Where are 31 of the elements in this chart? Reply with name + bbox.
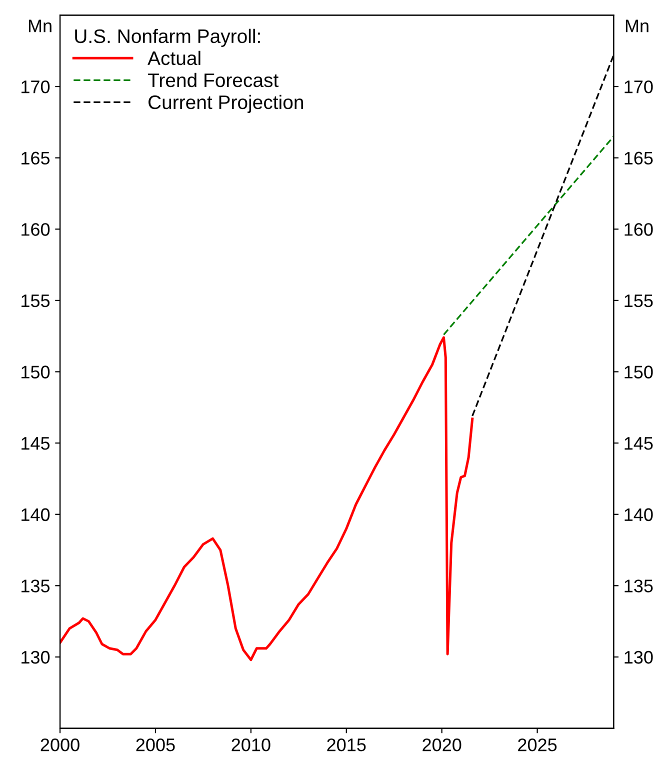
x-tick-label: 2025 (518, 738, 557, 752)
x-tick-label: 2020 (422, 738, 462, 752)
y2-tick-label: 170 (624, 80, 653, 94)
y2-tick-label: 155 (624, 294, 653, 308)
y-tick-label: 155 (22, 294, 50, 308)
y-axis-title: Mn (28, 20, 52, 32)
y-tick-label: 170 (22, 80, 50, 94)
y-tick-label: 160 (22, 223, 50, 236)
x-tick-label: 2015 (327, 738, 366, 752)
y-tick-label: 165 (22, 152, 50, 165)
y-tick-label: 145 (22, 437, 50, 450)
y-tick-label: 150 (22, 366, 50, 378)
x-tick-label: 2005 (136, 738, 175, 752)
line-series (60, 336, 474, 662)
y2-tick-label: 145 (624, 437, 653, 450)
legend-label: Current Projection (148, 94, 303, 113)
legend-title: U.S. Nonfarm Payroll: (75, 28, 260, 47)
y-tick-label: 135 (22, 580, 50, 592)
x-tick-label: 2000 (40, 738, 80, 752)
y2-axis-title: Mn (626, 20, 648, 32)
y2-tick-label: 130 (624, 650, 653, 664)
y2-tick-label: 135 (624, 580, 653, 592)
x-tick-label: 2010 (232, 738, 270, 752)
y2-tick-label: 150 (624, 366, 653, 378)
y2-tick-label: 140 (624, 508, 653, 522)
y2-tick-label: 160 (624, 223, 653, 236)
legend-label: Actual (148, 50, 200, 66)
y2-tick-label: 165 (624, 152, 653, 165)
y-tick-label: 130 (22, 650, 50, 664)
legend-label: Trend Forecast (148, 72, 278, 88)
y-tick-label: 140 (22, 508, 50, 522)
